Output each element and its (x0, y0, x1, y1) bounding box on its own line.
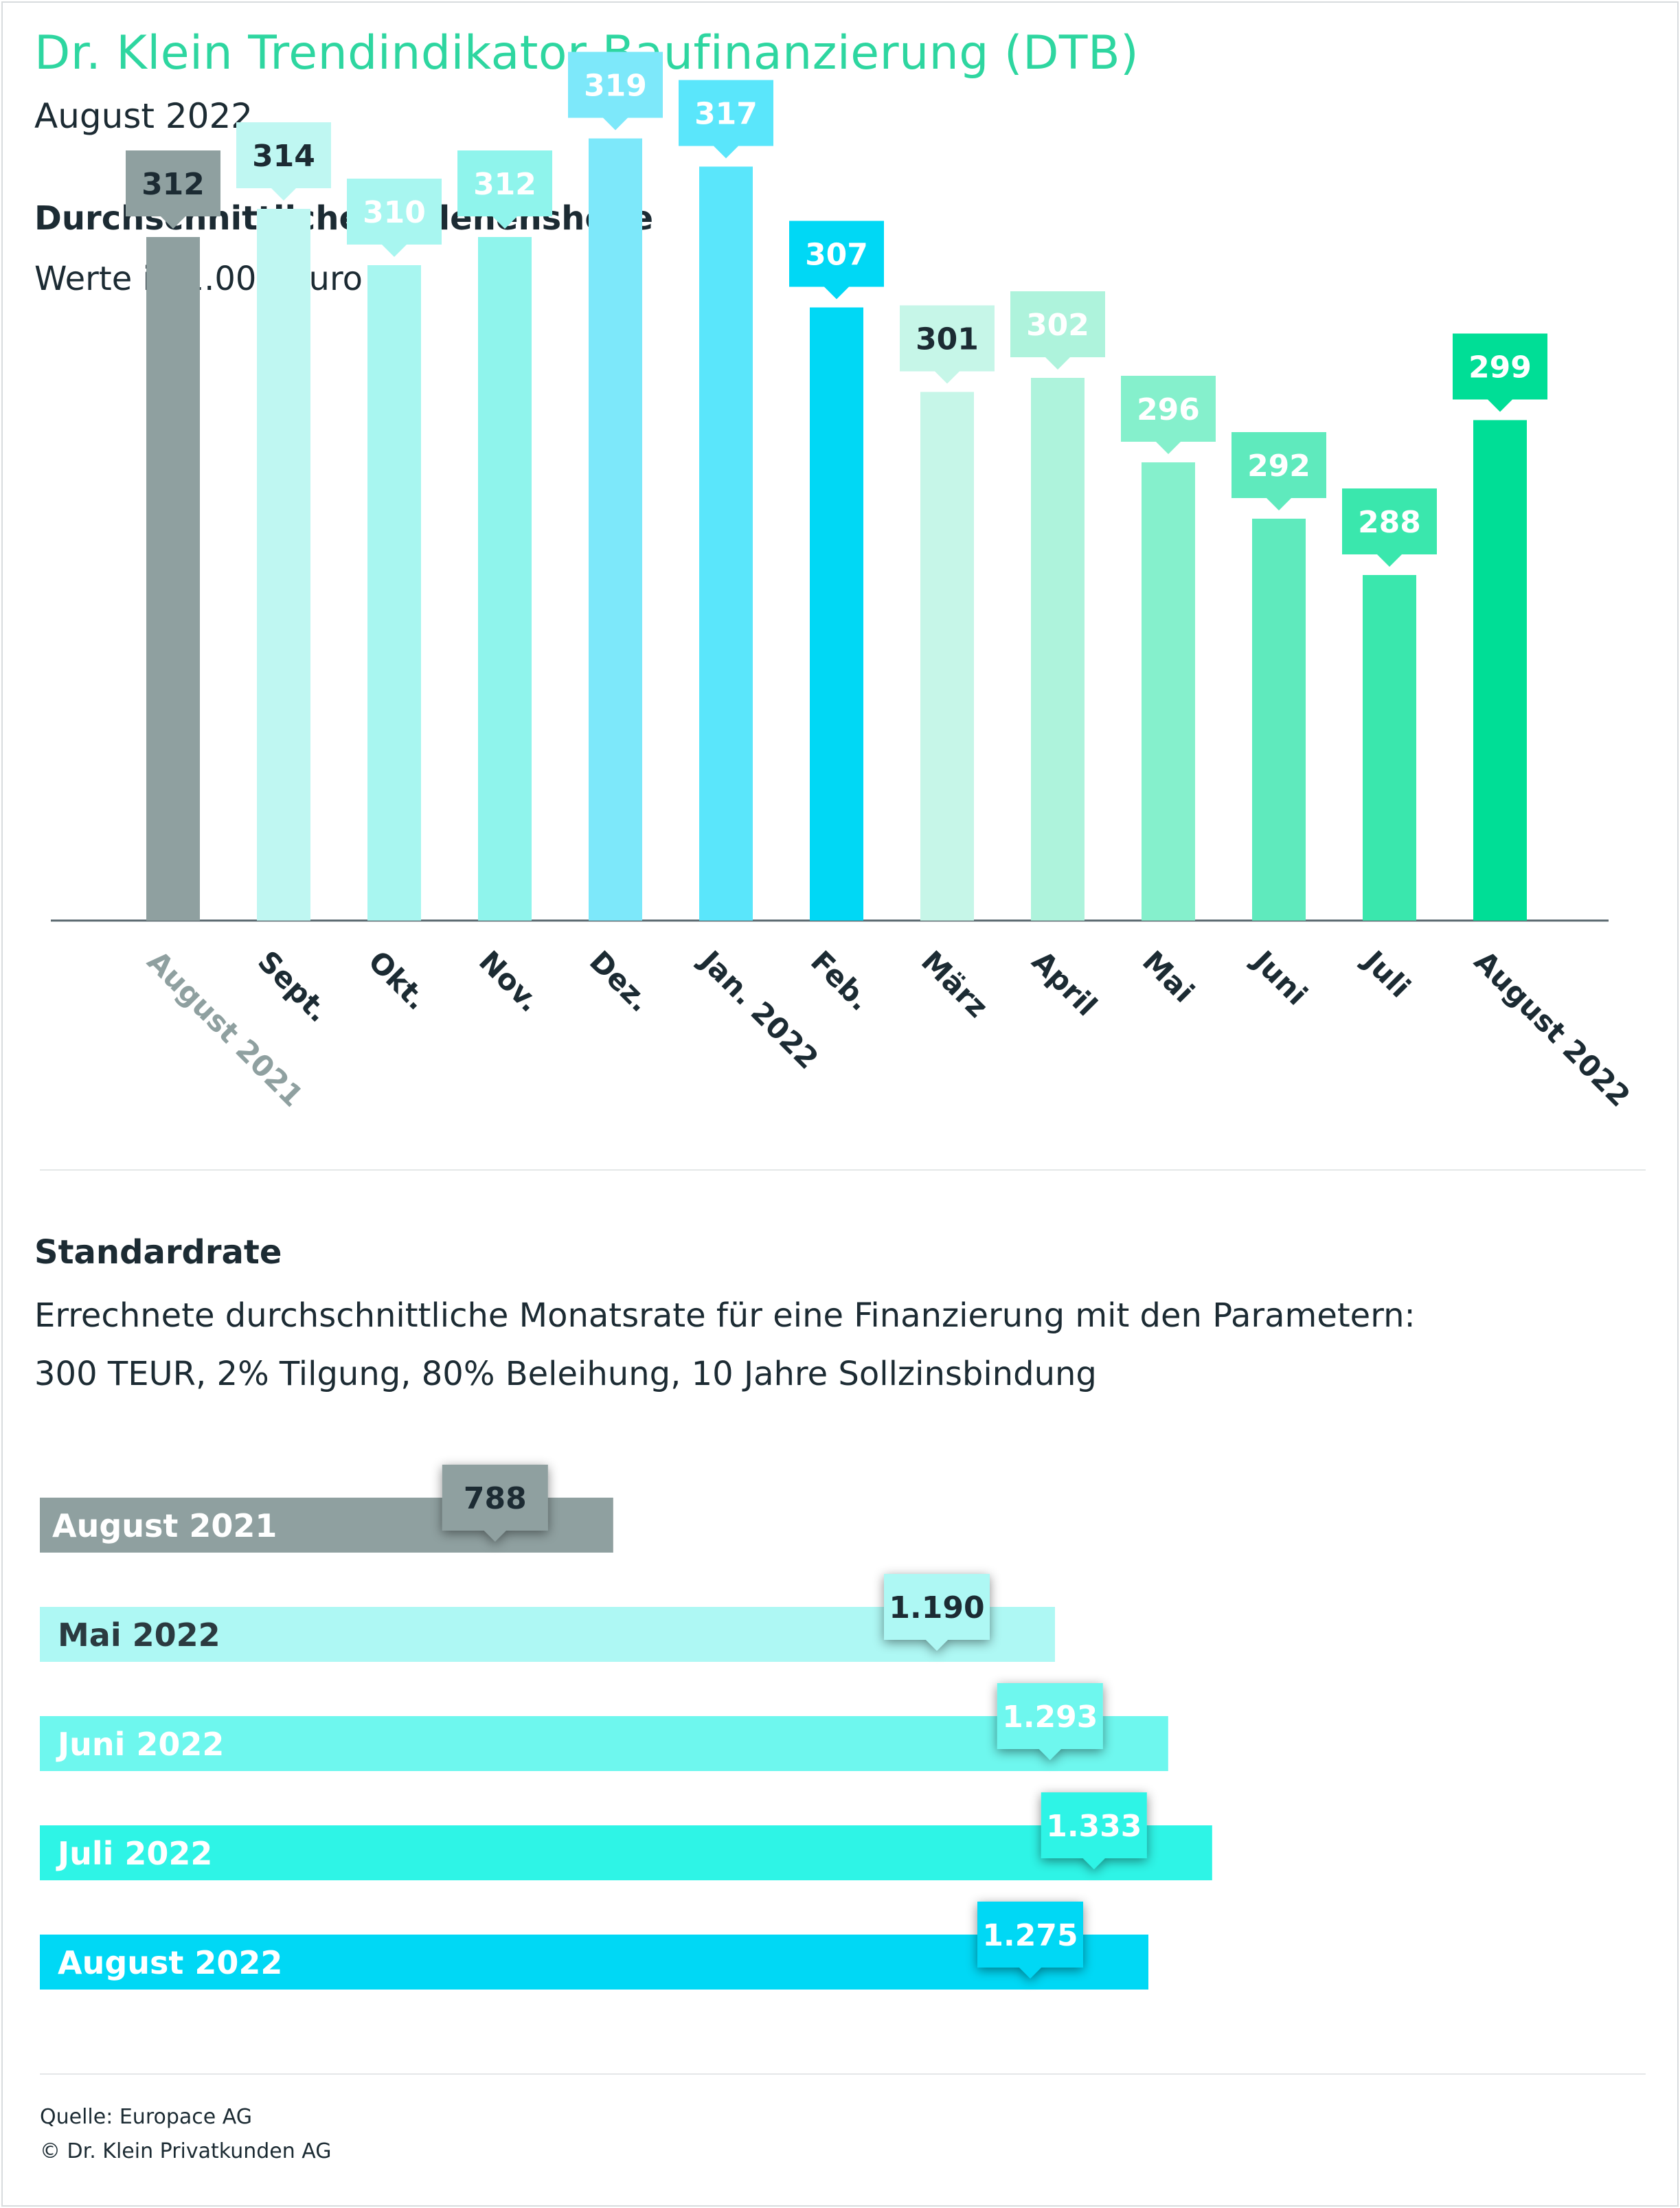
value-label-box (1010, 291, 1105, 370)
data-label: 302 (1026, 308, 1089, 343)
value-label-box (1342, 488, 1437, 567)
rate-bar (40, 1716, 1168, 1771)
source-note: Quelle: Europace AG (40, 2105, 253, 2129)
data-label: 299 (1468, 350, 1532, 385)
rate-bar (40, 1935, 1148, 1990)
rate-data-label: 1.190 (889, 1590, 984, 1625)
rate-value-box (1041, 1792, 1147, 1869)
rate-data-label: 788 (464, 1481, 527, 1516)
rate-category-label: Juni 2022 (56, 1726, 224, 1763)
data-label: 301 (916, 322, 979, 357)
copyright-note: © Dr. Klein Privatkunden AG (40, 2139, 332, 2163)
bar (146, 237, 200, 921)
bar (920, 392, 974, 921)
bar (1473, 420, 1527, 921)
rate-value-box (997, 1683, 1103, 1760)
data-label: 288 (1358, 505, 1421, 540)
rate-category-label: August 2021 (52, 1507, 277, 1544)
bar (589, 138, 642, 921)
rate-value-box (884, 1574, 990, 1651)
bar (478, 237, 532, 921)
value-label-box (1121, 376, 1216, 454)
rate-category-label: August 2022 (58, 1944, 282, 1981)
data-label: 296 (1137, 392, 1200, 427)
value-label-box (236, 122, 331, 201)
value-label-box (1231, 432, 1326, 510)
rate-data-label: 1.275 (982, 1918, 1078, 1953)
rate-value-box (977, 1902, 1083, 1979)
data-label: 307 (805, 238, 868, 273)
data-label: 312 (473, 167, 536, 202)
rate-bar (40, 1825, 1212, 1880)
standard-rate-bar-chart: August 2021 788 Mai 2022 1.190 Juni 2022 1.29… (40, 1465, 1212, 1990)
data-label: 317 (694, 97, 758, 132)
rate-data-label: 1.293 (1002, 1700, 1098, 1735)
value-label-box (126, 150, 220, 229)
value-label-box (900, 305, 995, 384)
value-label-box (457, 150, 552, 229)
rate-chart-parameters: 300 TEUR, 2% Tilgung, 80% Beleihung, 10 … (34, 1355, 1097, 1393)
value-label-box (789, 221, 884, 300)
rate-category-label: Mai 2022 (58, 1616, 220, 1654)
rate-chart-title: Standardrate (34, 1233, 282, 1272)
rate-chart-description: Errechnete durchschnittliche Monatsrate … (34, 1296, 1416, 1335)
bar (257, 209, 310, 921)
data-label: 312 (141, 167, 205, 202)
data-label: 310 (363, 195, 426, 230)
rate-value-box (442, 1465, 548, 1542)
value-label-box (568, 52, 663, 131)
rate-category-label: Juli 2022 (56, 1835, 212, 1872)
bar (1031, 378, 1085, 921)
bar (1142, 462, 1195, 921)
data-label: 292 (1247, 449, 1310, 484)
value-label-box (347, 179, 442, 257)
data-label: 314 (252, 139, 315, 174)
value-label-box (679, 80, 773, 159)
data-label: 319 (584, 69, 647, 104)
bar (367, 265, 421, 921)
bar (699, 166, 753, 921)
rate-data-label: 1.333 (1046, 1809, 1142, 1844)
page-subtitle: August 2022 (34, 96, 253, 136)
value-label-box (1453, 333, 1547, 412)
bar (1363, 575, 1416, 921)
footer-divider (40, 2073, 1646, 2075)
bar (810, 307, 863, 921)
section-divider (40, 1169, 1646, 1171)
bar (1252, 519, 1306, 921)
